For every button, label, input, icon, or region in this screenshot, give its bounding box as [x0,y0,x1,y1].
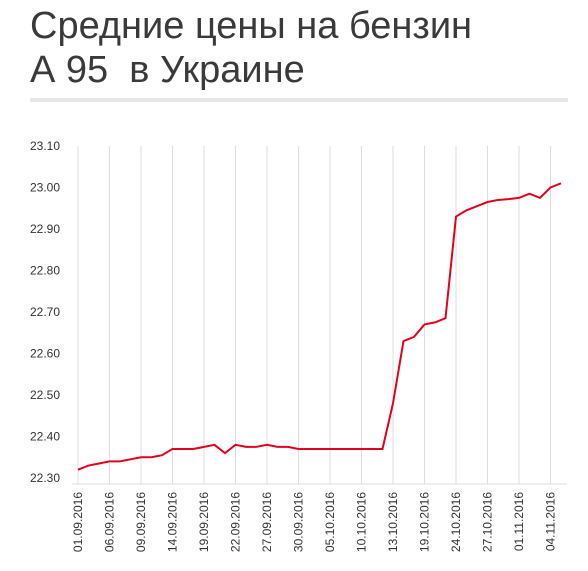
x-tick-label: 01.11.2016 [512,492,526,551]
y-tick-label: 22.50 [30,388,60,402]
x-tick-label: 19.09.2016 [197,492,211,552]
line-series [77,182,562,471]
x-tick-label: 06.09.2016 [103,492,117,552]
chart-title: А 95 в Украине [30,49,305,91]
chart-title: Средние цены на бензин [30,5,472,47]
y-tick-label: 22.40 [30,430,60,444]
title-rule [30,98,568,102]
y-tick-label: 22.90 [30,222,60,236]
x-tick-label: 10.10.2016 [355,492,369,552]
x-tick-label: 05.10.2016 [323,492,337,552]
x-tick-label: 30.09.2016 [292,492,306,552]
x-tick-label: 01.09.2016 [71,492,85,552]
x-tick-label: 19.10.2016 [418,492,432,552]
y-tick-label: 22.80 [30,264,60,278]
x-tick-label: 04.11.2016 [544,492,558,551]
y-tick-label: 22.30 [30,471,60,485]
x-tick-label: 14.09.2016 [166,492,180,552]
y-tick-label: 22.60 [30,347,60,361]
x-tick-label: 27.10.2016 [481,492,495,552]
x-tick-label: 27.09.2016 [260,492,274,552]
x-tick-label: 09.09.2016 [134,492,148,552]
x-tick-label: 13.10.2016 [386,492,400,552]
y-tick-label: 23.10 [30,139,60,153]
x-tick-label: 24.10.2016 [449,492,463,552]
y-tick-label: 22.70 [30,305,60,319]
x-tick-label: 22.09.2016 [229,492,243,552]
y-tick-label: 23.00 [30,181,60,195]
